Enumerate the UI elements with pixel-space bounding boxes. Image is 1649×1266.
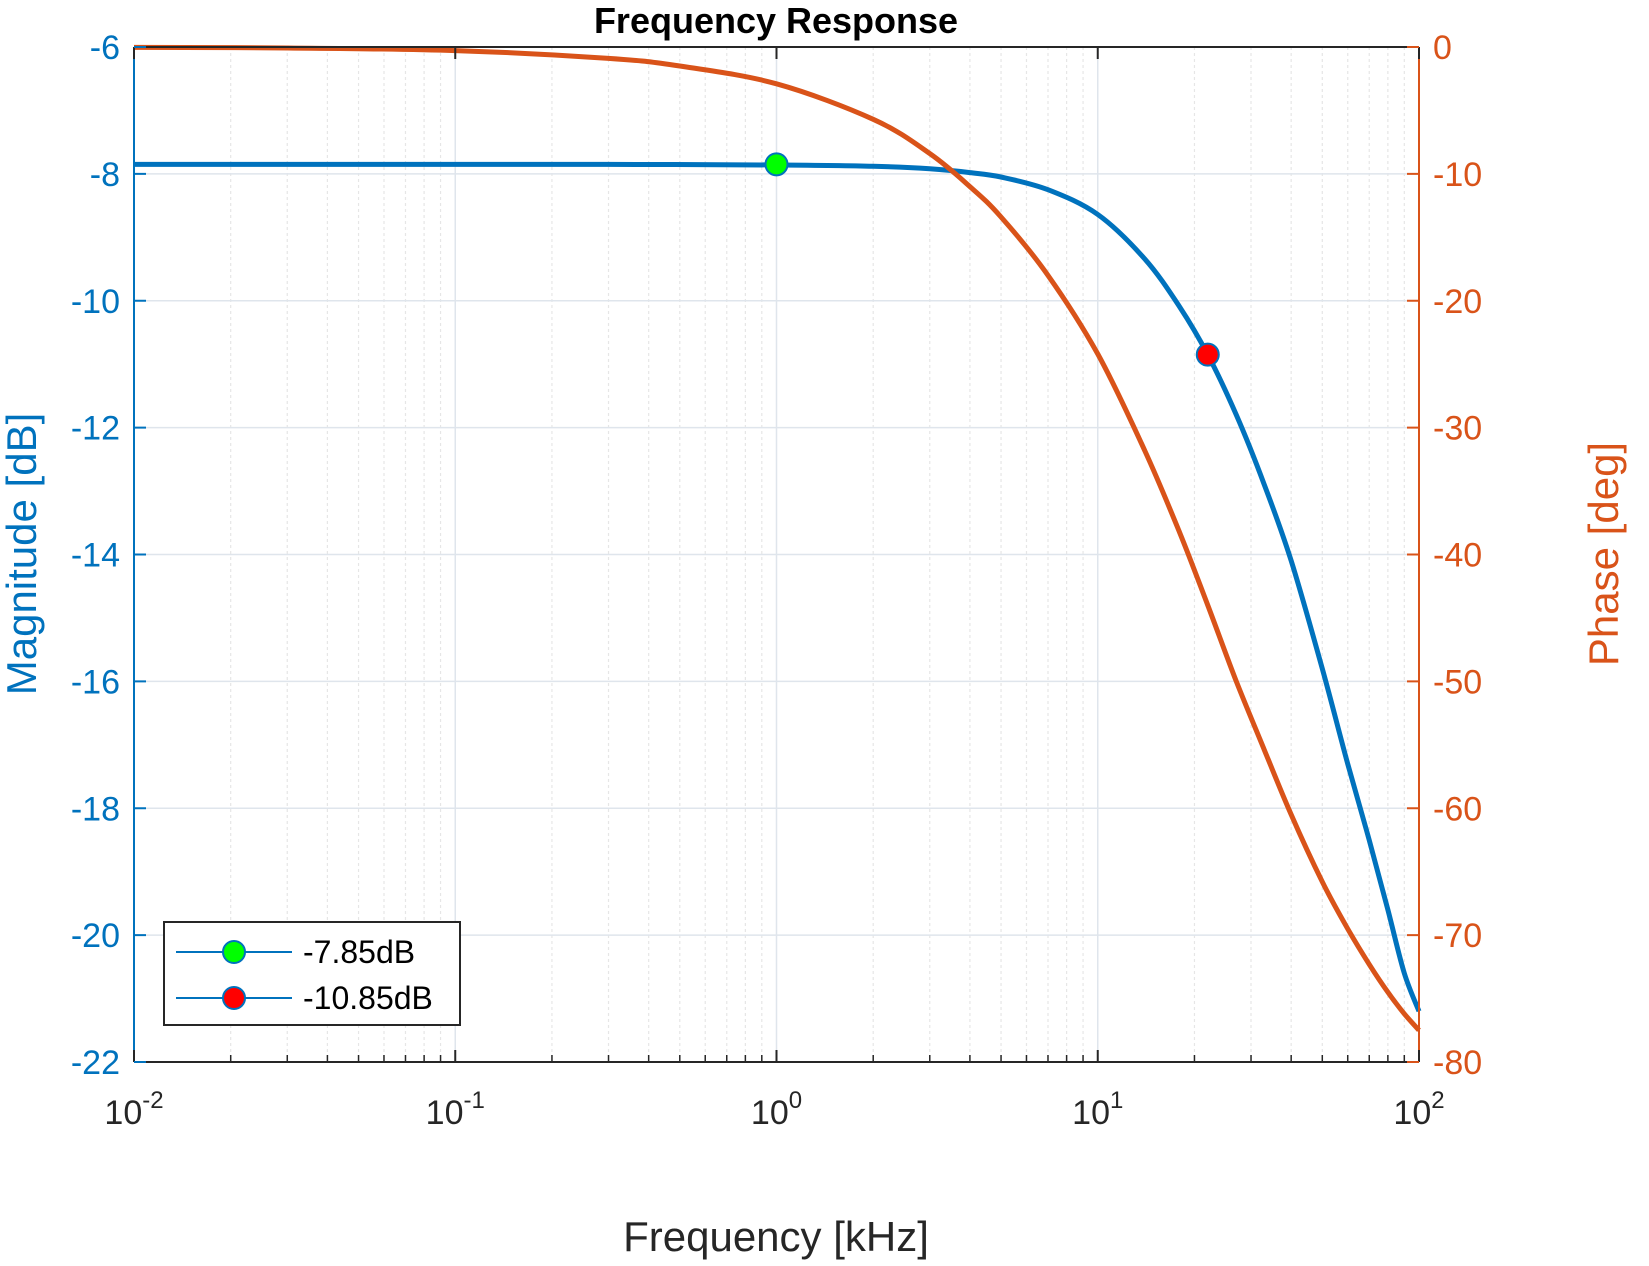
- y-tick-label-left: -12: [71, 410, 120, 448]
- legend-label-2: -10.85dB: [303, 980, 433, 1016]
- y-tick-label-left: -8: [90, 156, 120, 194]
- x-axis-label: Frequency [kHz]: [623, 1213, 929, 1260]
- x-tick-label: 10-2: [104, 1087, 163, 1132]
- y-tick-label-right: -50: [1433, 663, 1482, 701]
- magnitude-series-line: [133, 161, 1422, 1013]
- y-tick-label-right: 0: [1433, 29, 1452, 67]
- y-tick-label-right: -20: [1433, 283, 1482, 321]
- y-tick-label-left: -14: [71, 537, 120, 575]
- data-marker-1: [764, 152, 789, 177]
- x-tick-label: 102: [1393, 1087, 1444, 1132]
- y-tick-label-right: -60: [1433, 790, 1482, 828]
- y-tick-label-right: -30: [1433, 410, 1482, 448]
- x-tick-label: 101: [1072, 1087, 1123, 1132]
- legend-box: [163, 921, 461, 1026]
- y-axis-label-right: Phase [deg]: [1580, 442, 1627, 666]
- y-tick-label-right: -70: [1433, 917, 1482, 955]
- legend-marker-2: [222, 986, 246, 1010]
- y-tick-label-left: -22: [71, 1044, 120, 1082]
- y-tick-label-right: -40: [1433, 537, 1482, 575]
- phase-series-line: [133, 44, 1421, 1032]
- y-tick-label-left: -10: [71, 283, 120, 321]
- y-axis-label-left: Magnitude [dB]: [0, 413, 45, 696]
- legend-marker-1: [222, 940, 246, 964]
- x-tick-label: 10-1: [426, 1087, 485, 1132]
- data-marker-2: [1195, 342, 1220, 367]
- y-tick-label-right: -80: [1433, 1044, 1482, 1082]
- legend-label-1: -7.85dB: [303, 934, 415, 970]
- y-tick-label-left: -18: [71, 790, 120, 828]
- y-tick-label-left: -16: [71, 663, 120, 701]
- y-tick-label-left: -20: [71, 917, 120, 955]
- y-tick-label-left: -6: [90, 29, 120, 67]
- y-tick-label-right: -10: [1433, 156, 1482, 194]
- x-tick-label: 100: [751, 1087, 802, 1132]
- chart-title: Frequency Response: [594, 0, 958, 41]
